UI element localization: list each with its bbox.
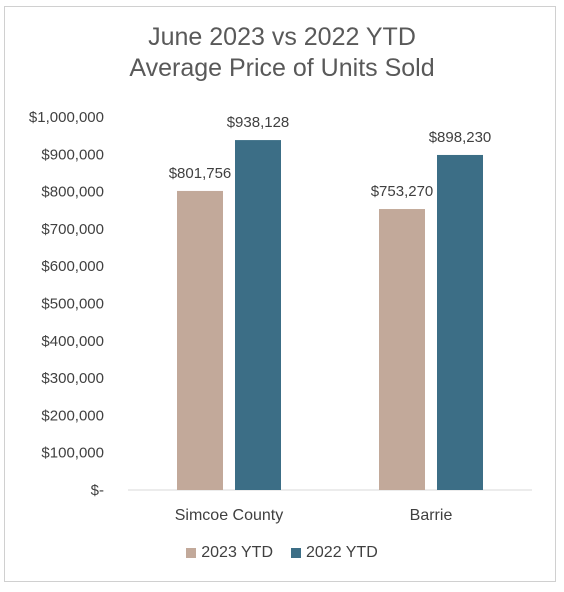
chart-title-line-2: Average Price of Units Sold (129, 54, 435, 82)
legend-item-2023: 2023 YTD (186, 544, 273, 562)
y-tick-label: $500,000 (41, 296, 104, 313)
legend: 2023 YTD 2022 YTD (0, 544, 564, 562)
y-tick-label: $100,000 (41, 445, 104, 462)
bar-2023 (379, 209, 425, 491)
y-tick-label: $900,000 (41, 146, 104, 163)
data-label: $898,230 (429, 129, 492, 146)
y-tick-label: $700,000 (41, 221, 104, 238)
y-tick-label: $200,000 (41, 407, 104, 424)
chart-title-line-1: June 2023 vs 2022 YTD (148, 23, 416, 51)
data-label: $801,756 (169, 165, 232, 182)
x-tick-label: Simcoe County (175, 507, 284, 524)
bar-2022 (235, 140, 281, 491)
legend-swatch-2022 (291, 548, 301, 558)
legend-swatch-2023 (186, 548, 197, 558)
bar-2022 (437, 154, 483, 490)
data-label: $753,270 (371, 183, 434, 200)
y-tick-label: $1,000,000 (29, 109, 104, 126)
bar-2023 (177, 190, 223, 490)
data-label: $938,128 (227, 114, 290, 131)
legend-label-2023: 2023 YTD (201, 544, 273, 561)
chart-title: June 2023 vs 2022 YTD Average Price of U… (0, 22, 564, 84)
legend-label-2022: 2022 YTD (306, 544, 378, 561)
y-tick-label: $- (91, 482, 104, 499)
y-tick-label: $400,000 (41, 333, 104, 350)
y-tick-label: $800,000 (41, 184, 104, 201)
y-tick-label: $300,000 (41, 370, 104, 387)
y-tick-label: $600,000 (41, 258, 104, 275)
legend-item-2022: 2022 YTD (291, 544, 378, 562)
x-tick-label: Barrie (410, 507, 453, 524)
